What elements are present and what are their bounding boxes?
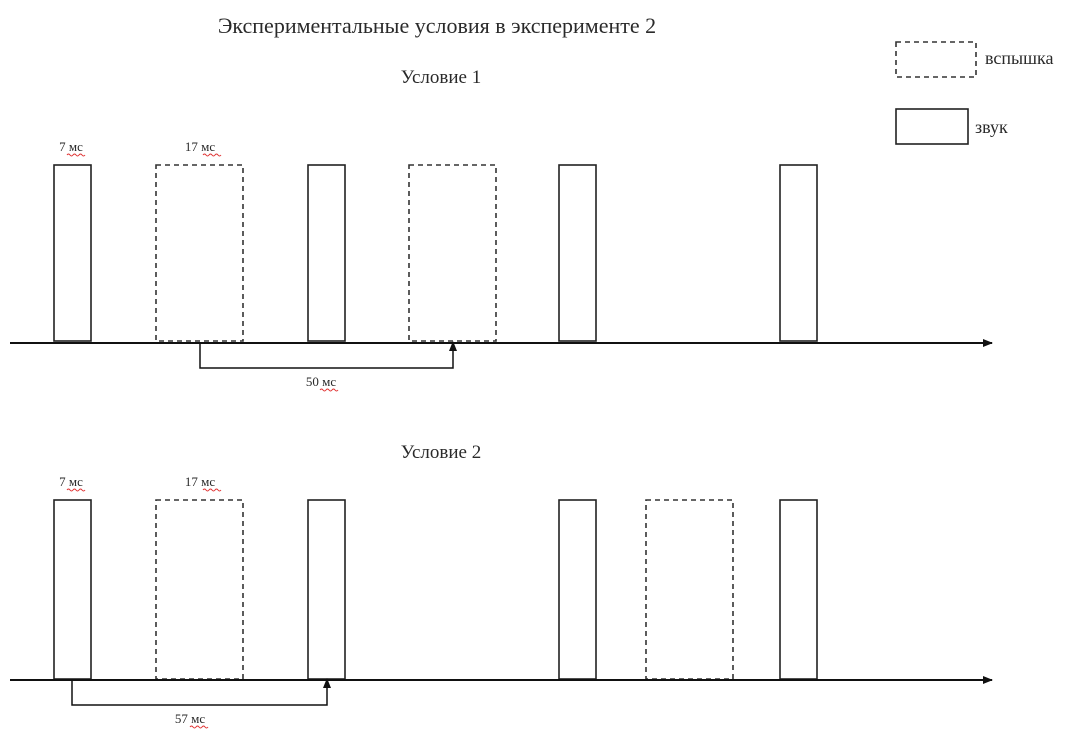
legend-sound-label: звук [975, 117, 1008, 137]
spellcheck-underline [66, 488, 86, 492]
flash-stimulus [408, 164, 497, 342]
legend-flash-label: вспышка [985, 48, 1053, 68]
condition-1-interval-label: 50 мс [306, 374, 336, 389]
condition-1-title: Условие 1 [401, 67, 481, 88]
diagram-title: Экспериментальные условия в эксперименте… [218, 13, 656, 38]
interval-arrowhead [449, 341, 457, 351]
sound-stimulus [53, 499, 92, 680]
condition-2-sound-duration-label: 7 мс [59, 474, 83, 489]
sound-stimulus [558, 499, 597, 680]
condition-1-flash-duration-label: 17 мс [185, 139, 215, 154]
sound-stimulus [307, 499, 346, 680]
interval-bracket [199, 343, 454, 369]
legend: вспышка звук [895, 41, 1053, 145]
legend-flash-swatch [895, 41, 977, 78]
sound-stimulus [558, 164, 597, 342]
condition-2: Условие 2 7 мс 17 мс 57 мс [10, 442, 993, 729]
condition-1-sound-duration-label: 7 мс [59, 139, 83, 154]
flash-stimulus [155, 164, 244, 342]
sound-stimulus [307, 164, 346, 342]
sound-stimulus [779, 164, 818, 342]
sound-stimulus [779, 499, 818, 680]
condition-2-flash-duration-label: 17 мс [185, 474, 215, 489]
spellcheck-underline [202, 153, 222, 157]
condition-2-title: Условие 2 [401, 442, 481, 463]
condition-2-interval-label: 57 мс [175, 711, 205, 726]
interval-bracket [71, 680, 328, 706]
sound-stimulus [53, 164, 92, 342]
spellcheck-underline [189, 725, 209, 729]
condition-1: Условие 1 7 мс 17 мс 50 мс [10, 67, 993, 392]
spellcheck-underline [66, 153, 86, 157]
spellcheck-underline [319, 388, 339, 392]
interval-arrowhead [323, 678, 331, 688]
flash-stimulus [645, 499, 734, 680]
legend-sound-swatch [895, 108, 969, 145]
flash-stimulus [155, 499, 244, 680]
spellcheck-underline [202, 488, 222, 492]
